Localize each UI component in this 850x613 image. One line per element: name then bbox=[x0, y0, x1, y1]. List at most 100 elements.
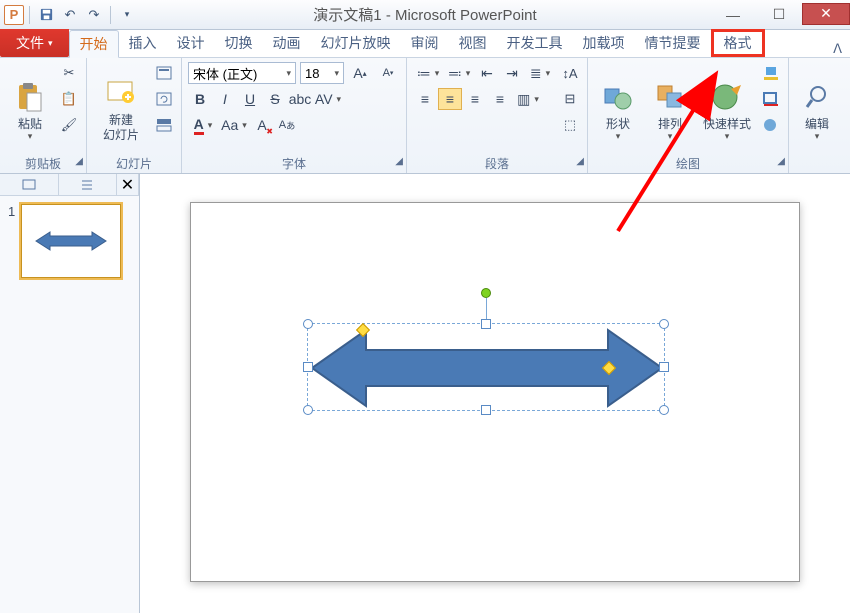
outline-tab-icon[interactable] bbox=[59, 174, 118, 195]
shape-selection[interactable] bbox=[307, 323, 665, 411]
clipboard-group-label: 剪贴板 bbox=[25, 157, 61, 171]
tab-insert[interactable]: 插入 bbox=[119, 29, 167, 57]
rotation-handle[interactable] bbox=[481, 288, 491, 298]
reset-icon[interactable] bbox=[153, 88, 175, 110]
shadow-icon[interactable]: abc bbox=[288, 88, 312, 110]
drawing-launcher-icon[interactable]: ◢ bbox=[777, 156, 785, 167]
group-font: 宋体 (正文)▾ 18▾ A▴ A▾ B I U S abc AV▾ A▾ Aa… bbox=[182, 58, 407, 173]
slide-canvas[interactable] bbox=[140, 174, 850, 613]
numbering-icon[interactable]: ≕▾ bbox=[444, 62, 474, 84]
minimize-button[interactable]: — bbox=[710, 3, 756, 27]
slide-number: 1 bbox=[8, 204, 15, 278]
resize-handle-se[interactable] bbox=[659, 405, 669, 415]
tab-home[interactable]: 开始 bbox=[69, 30, 119, 58]
align-text-icon[interactable]: ⊟ bbox=[559, 88, 581, 110]
decrease-indent-icon[interactable]: ⇤ bbox=[475, 62, 499, 84]
paste-button[interactable]: 粘贴 ▾ bbox=[6, 62, 54, 142]
strikethrough-icon[interactable]: S bbox=[263, 88, 287, 110]
rotation-connector bbox=[486, 298, 487, 319]
align-left-icon[interactable]: ≡ bbox=[413, 88, 437, 110]
tab-developer[interactable]: 开发工具 bbox=[497, 29, 573, 57]
resize-handle-n[interactable] bbox=[481, 319, 491, 329]
undo-icon[interactable]: ↶ bbox=[59, 4, 81, 26]
shapes-button[interactable]: 形状▾ bbox=[594, 62, 642, 142]
font-launcher-icon[interactable]: ◢ bbox=[395, 156, 403, 167]
qat-dropdown-icon[interactable]: ▾ bbox=[116, 4, 138, 26]
close-button[interactable]: ✕ bbox=[802, 3, 850, 25]
shrink-font-icon[interactable]: A▾ bbox=[376, 62, 400, 84]
file-tab-label: 文件 bbox=[16, 33, 44, 53]
align-right-icon[interactable]: ≡ bbox=[463, 88, 487, 110]
editing-button[interactable]: 编辑▾ bbox=[795, 62, 839, 142]
tab-format[interactable]: 格式 bbox=[711, 29, 765, 57]
group-slides: 新建 幻灯片 幻灯片 bbox=[87, 58, 182, 173]
app-icon[interactable]: P bbox=[4, 5, 24, 25]
shape-effects-icon[interactable] bbox=[760, 114, 782, 136]
cut-icon[interactable]: ✂ bbox=[58, 62, 80, 84]
save-icon[interactable] bbox=[35, 4, 57, 26]
format-painter-icon[interactable]: 🖌 bbox=[58, 114, 80, 136]
shape-outline-icon[interactable] bbox=[760, 88, 782, 110]
thumbnail-row[interactable]: 1 bbox=[0, 196, 139, 286]
tab-view[interactable]: 视图 bbox=[449, 29, 497, 57]
phonetic-icon[interactable]: Aあ bbox=[275, 114, 299, 136]
separator bbox=[29, 6, 30, 24]
char-spacing-icon[interactable]: AV▾ bbox=[313, 88, 343, 110]
tab-slideshow[interactable]: 幻灯片放映 bbox=[311, 29, 401, 57]
arrange-button[interactable]: 排列▾ bbox=[646, 62, 694, 142]
italic-icon[interactable]: I bbox=[213, 88, 237, 110]
change-case-icon[interactable]: Aa▾ bbox=[219, 114, 249, 136]
slide-thumbnail[interactable] bbox=[21, 204, 121, 278]
bullets-icon[interactable]: ≔▾ bbox=[413, 62, 443, 84]
clear-format-icon[interactable]: A✖ bbox=[250, 114, 274, 136]
tab-transitions[interactable]: 切换 bbox=[215, 29, 263, 57]
shape-fill-icon[interactable] bbox=[760, 62, 782, 84]
tab-addins[interactable]: 加载项 bbox=[573, 29, 635, 57]
file-tab[interactable]: 文件▾ bbox=[0, 29, 69, 57]
font-color-icon[interactable]: A▾ bbox=[188, 114, 218, 136]
resize-handle-ne[interactable] bbox=[659, 319, 669, 329]
clipboard-launcher-icon[interactable]: ◢ bbox=[75, 156, 83, 167]
resize-handle-s[interactable] bbox=[481, 405, 491, 415]
tab-animations[interactable]: 动画 bbox=[263, 29, 311, 57]
title-bar: P ↶ ↷ ▾ 演示文稿1 - Microsoft PowerPoint — ☐… bbox=[0, 0, 850, 30]
tab-design[interactable]: 设计 bbox=[167, 29, 215, 57]
resize-handle-e[interactable] bbox=[659, 362, 669, 372]
line-spacing-icon[interactable]: ≣▾ bbox=[525, 62, 555, 84]
tab-storyboard[interactable]: 情节提要 bbox=[635, 29, 711, 57]
resize-handle-w[interactable] bbox=[303, 362, 313, 372]
section-icon[interactable] bbox=[153, 114, 175, 136]
text-direction-icon[interactable]: ↕A bbox=[559, 62, 581, 84]
align-center-icon[interactable]: ≡ bbox=[438, 88, 462, 110]
ribbon-minimize-icon[interactable]: ᐱ bbox=[833, 41, 842, 57]
copy-icon[interactable]: 📋 bbox=[58, 88, 80, 110]
columns-icon[interactable]: ▥▾ bbox=[513, 88, 543, 110]
resize-handle-sw[interactable] bbox=[303, 405, 313, 415]
group-clipboard: 粘贴 ▾ ✂ 📋 🖌 剪贴板 ◢ bbox=[0, 58, 87, 173]
maximize-button[interactable]: ☐ bbox=[756, 3, 802, 27]
quick-styles-button[interactable]: 快速样式▾ bbox=[698, 62, 756, 142]
font-size-combo[interactable]: 18▾ bbox=[300, 62, 344, 84]
paragraph-launcher-icon[interactable]: ◢ bbox=[576, 156, 584, 167]
group-drawing: 形状▾ 排列▾ 快速样式▾ 绘图◢ bbox=[588, 58, 789, 173]
panel-tabs: ✕ bbox=[0, 174, 139, 196]
dropdown-icon: ▾ bbox=[286, 68, 291, 79]
font-name-combo[interactable]: 宋体 (正文)▾ bbox=[188, 62, 296, 84]
resize-handle-nw[interactable] bbox=[303, 319, 313, 329]
grow-font-icon[interactable]: A▴ bbox=[348, 62, 372, 84]
slide[interactable] bbox=[190, 202, 800, 582]
increase-indent-icon[interactable]: ⇥ bbox=[500, 62, 524, 84]
slide-panel: ✕ 1 bbox=[0, 174, 140, 613]
new-slide-button[interactable]: 新建 幻灯片 bbox=[93, 62, 149, 142]
panel-close-icon[interactable]: ✕ bbox=[117, 174, 139, 195]
shapes-label: 形状 bbox=[606, 117, 630, 131]
slides-tab-icon[interactable] bbox=[0, 174, 59, 195]
bold-icon[interactable]: B bbox=[188, 88, 212, 110]
editing-label: 编辑 bbox=[805, 117, 829, 131]
tab-review[interactable]: 审阅 bbox=[401, 29, 449, 57]
underline-icon[interactable]: U bbox=[238, 88, 262, 110]
justify-icon[interactable]: ≡ bbox=[488, 88, 512, 110]
redo-icon[interactable]: ↷ bbox=[83, 4, 105, 26]
layout-icon[interactable] bbox=[153, 62, 175, 84]
smartart-icon[interactable]: ⬚ bbox=[559, 114, 581, 136]
